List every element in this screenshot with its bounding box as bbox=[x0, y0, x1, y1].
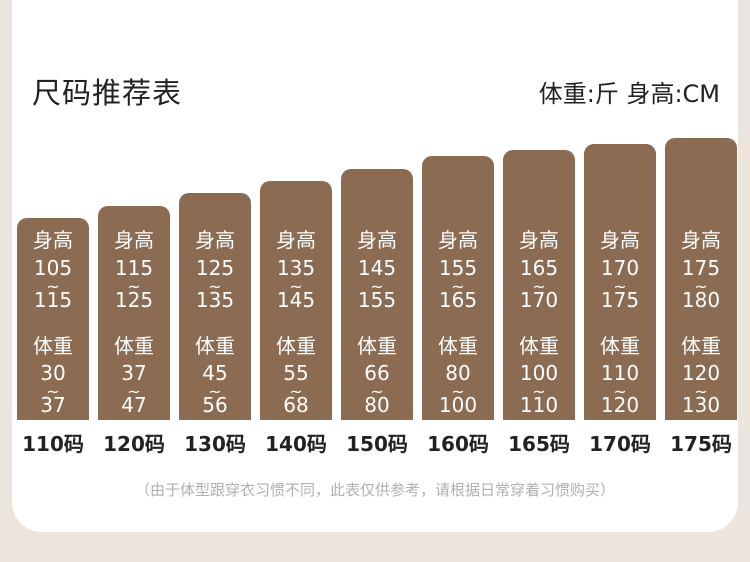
height-max: 135 bbox=[195, 287, 235, 312]
range-tilde: ~ bbox=[370, 276, 384, 296]
height-max: 125 bbox=[114, 287, 154, 312]
range-tilde: ~ bbox=[613, 276, 627, 296]
weight-label: 体重 bbox=[114, 333, 154, 358]
range-tilde: ~ bbox=[451, 381, 465, 401]
size-bar: 身高 135 ~145 体重 55 ~68 bbox=[260, 181, 332, 420]
height-label: 身高 bbox=[600, 227, 640, 252]
height-min: 105 bbox=[33, 256, 73, 280]
weight-min: 80 bbox=[445, 360, 471, 385]
height-label: 身高 bbox=[681, 228, 721, 252]
size-bar: 身高 155 ~165 体重 80 ~100 bbox=[422, 156, 494, 420]
weight-label: 体重 bbox=[195, 333, 235, 358]
range-tilde: ~ bbox=[289, 276, 303, 296]
range-tilde: ~ bbox=[127, 381, 141, 401]
weight-label: 体重 bbox=[276, 333, 316, 358]
size-bar: 身高 170 ~175 体重 110 ~120 bbox=[584, 144, 656, 420]
range-tilde: ~ bbox=[613, 381, 627, 401]
range-tilde: ~ bbox=[532, 276, 546, 296]
range-tilde: ~ bbox=[289, 381, 303, 401]
weight-min: 100 bbox=[519, 360, 559, 385]
bars-area: 身高 105 ~115 体重 30 ~37 110码 身高 115 ~125 体重 37 ~47 120码… bbox=[17, 138, 737, 456]
height-max: 155 bbox=[357, 287, 397, 312]
weight-max: 110 bbox=[519, 392, 559, 417]
weight-min: 45 bbox=[202, 360, 228, 385]
height-min: 155 bbox=[438, 255, 478, 280]
weight-max: 68 bbox=[283, 392, 309, 417]
range-tilde: ~ bbox=[694, 277, 708, 296]
range-tilde: ~ bbox=[208, 276, 222, 296]
weight-label: 体重 bbox=[519, 333, 559, 358]
chart-title: 尺码推荐表 bbox=[32, 76, 183, 110]
weight-min: 30 bbox=[40, 361, 66, 385]
weight-max: 130 bbox=[681, 393, 721, 417]
size-bar: 身高 105 ~115 体重 30 ~37 bbox=[17, 218, 89, 420]
weight-min: 55 bbox=[283, 360, 309, 385]
weight-max: 37 bbox=[40, 393, 66, 417]
size-label: 120码 bbox=[103, 432, 165, 456]
weight-max: 120 bbox=[600, 392, 640, 417]
size-bar: 身高 145 ~155 体重 66 ~80 bbox=[341, 168, 413, 420]
size-label: 140码 bbox=[265, 432, 327, 456]
weight-min: 110 bbox=[600, 360, 640, 385]
height-min: 115 bbox=[114, 255, 154, 280]
range-tilde: ~ bbox=[46, 382, 60, 401]
weight-label: 体重 bbox=[357, 333, 397, 358]
units-label: 体重:斤 身高:CM bbox=[538, 80, 720, 108]
height-max: 180 bbox=[681, 288, 721, 312]
disclaimer-note: （由于体型跟穿衣习惯不同，此表仅供参考，请根据日常穿着习惯购买） bbox=[134, 481, 615, 499]
size-label: 170码 bbox=[589, 432, 651, 456]
weight-label: 体重 bbox=[600, 333, 640, 358]
size-label: 150码 bbox=[346, 432, 408, 456]
size-bar: 身高 175 ~180 体重 120 ~130 bbox=[665, 138, 737, 420]
range-tilde: ~ bbox=[370, 381, 384, 401]
size-label: 165码 bbox=[508, 432, 570, 456]
height-max: 175 bbox=[600, 287, 640, 312]
weight-max: 100 bbox=[438, 392, 478, 417]
height-label: 身高 bbox=[114, 227, 154, 252]
range-tilde: ~ bbox=[46, 277, 60, 296]
weight-min: 120 bbox=[681, 361, 721, 385]
height-max: 165 bbox=[438, 287, 478, 312]
size-label: 110码 bbox=[22, 432, 84, 456]
size-bar: 身高 115 ~125 体重 37 ~47 bbox=[98, 205, 170, 420]
range-tilde: ~ bbox=[694, 382, 708, 401]
weight-label: 体重 bbox=[681, 334, 721, 358]
range-tilde: ~ bbox=[127, 276, 141, 296]
range-tilde: ~ bbox=[451, 276, 465, 296]
height-min: 175 bbox=[681, 256, 721, 280]
height-label: 身高 bbox=[357, 227, 397, 252]
range-tilde: ~ bbox=[532, 381, 546, 401]
height-min: 145 bbox=[357, 255, 397, 280]
weight-label: 体重 bbox=[438, 333, 478, 358]
weight-min: 66 bbox=[364, 360, 390, 385]
weight-label: 体重 bbox=[33, 334, 73, 358]
weight-min: 37 bbox=[121, 360, 147, 385]
size-bar: 身高 125 ~135 体重 45 ~56 bbox=[179, 193, 251, 420]
height-max: 145 bbox=[276, 287, 316, 312]
height-min: 170 bbox=[600, 255, 640, 280]
size-label: 130码 bbox=[184, 432, 246, 456]
range-tilde: ~ bbox=[208, 381, 222, 401]
size-label: 175码 bbox=[670, 432, 732, 456]
height-label: 身高 bbox=[33, 228, 73, 252]
height-label: 身高 bbox=[195, 227, 235, 252]
height-min: 135 bbox=[276, 255, 316, 280]
height-label: 身高 bbox=[276, 227, 316, 252]
weight-max: 56 bbox=[202, 392, 228, 417]
height-min: 165 bbox=[519, 255, 559, 280]
height-min: 125 bbox=[195, 255, 235, 280]
weight-max: 47 bbox=[121, 392, 147, 417]
size-bar: 身高 165 ~170 体重 100 ~110 bbox=[503, 150, 575, 420]
weight-max: 80 bbox=[364, 392, 390, 417]
height-max: 115 bbox=[33, 288, 73, 312]
height-label: 身高 bbox=[438, 227, 478, 252]
height-label: 身高 bbox=[519, 227, 559, 252]
size-label: 160码 bbox=[427, 432, 489, 456]
height-max: 170 bbox=[519, 287, 559, 312]
